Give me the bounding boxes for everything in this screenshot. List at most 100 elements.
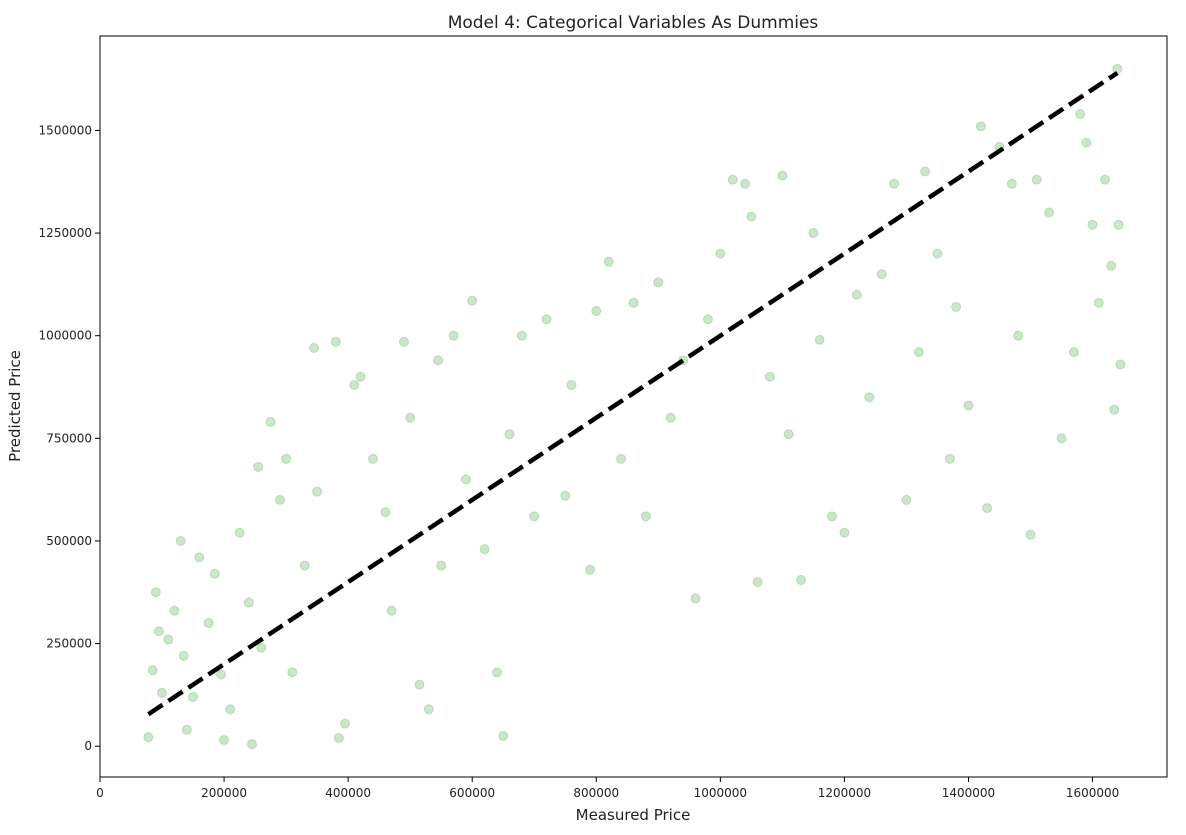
scatter-point [433,355,444,366]
scatter-point [287,667,298,678]
scatter-point [225,704,236,715]
scatter-point [194,552,205,563]
y-tick-label: 0 [84,739,92,753]
scatter-point [1075,109,1086,119]
scatter-point [175,535,186,546]
scatter-point [808,228,819,239]
scatter-point [603,256,614,267]
scatter-point [727,174,738,185]
x-tick-label: 600000 [449,786,495,800]
x-axis-label: Measured Price [576,806,691,824]
scatter-points-layer [143,63,1126,750]
scatter-point [1006,178,1017,189]
scatter-point [851,289,862,300]
scatter-point [1087,219,1098,230]
x-tick-label: 800000 [573,786,619,800]
scatter-point [386,605,397,616]
scatter-point [628,297,639,308]
scatter-point [814,334,825,345]
scatter-point [253,462,264,473]
scatter-point [541,314,552,325]
scatter-point [529,511,540,522]
scatter-point [876,269,887,280]
scatter-point [380,507,391,518]
scatter-point [147,665,158,676]
scatter-point [234,527,245,538]
scatter-point [309,343,320,353]
y-tick-label: 750000 [46,431,92,445]
scatter-point [1031,174,1042,185]
y-axis-label: Predicted Price [6,350,24,462]
scatter-point [1013,330,1024,341]
scatter-point [274,494,285,505]
scatter-point [414,679,425,690]
plot-area-frame [99,35,1168,778]
x-tick-label: 0 [96,786,104,800]
scatter-point [150,587,161,598]
scatter-point [349,379,360,390]
scatter-point [516,330,527,341]
scatter-point [920,166,931,177]
scatter-point [795,574,806,585]
dashed-fit-line [147,71,1119,717]
scatter-point [913,347,924,358]
scatter-point [1113,219,1124,230]
x-tick-label: 1400000 [942,786,995,800]
scatter-point [246,739,257,750]
scatter-point [169,605,180,616]
scatter-point [963,400,974,411]
scatter-point [181,724,192,735]
scatter-point [492,667,503,678]
y-tick-label: 1000000 [39,329,92,343]
scatter-point [889,178,900,189]
scatter-point [504,429,515,440]
scatter-point [256,642,267,653]
scatter-point [355,371,366,382]
scatter-point [157,687,168,698]
scatter-point [448,330,459,341]
x-tick-label: 1000000 [694,786,747,800]
scatter-point [398,336,409,347]
scatter-point [566,379,577,390]
scatter-point [640,511,651,522]
scatter-point [1093,297,1104,308]
scatter-point [163,634,174,645]
scatter-point [178,650,189,661]
scatter-point [1081,137,1092,148]
y-tick-label: 1500000 [39,123,92,137]
scatter-point [215,669,226,680]
scatter-point [405,412,416,423]
scatter-point [752,577,763,587]
scatter-point [901,494,912,505]
scatter-point [864,392,875,403]
fit-line-layer [147,71,1119,717]
x-tick-label: 1200000 [818,786,871,800]
scatter-point [243,597,254,608]
scatter-point [330,336,341,347]
scatter-point [839,527,850,538]
scatter-point [333,733,344,743]
y-tick-label: 250000 [46,637,92,651]
scatter-point [951,301,962,312]
x-axis: 0 200000 400000 600000 800000 1000000 1200000 1… [96,777,1119,800]
scatter-point [1099,174,1110,185]
x-tick-label: 400000 [325,786,371,800]
scatter-point [740,178,751,189]
scatter-point [982,503,993,514]
scatter-point [616,453,627,464]
scatter-point [932,248,943,259]
y-tick-label: 500000 [46,534,92,548]
scatter-point [203,618,214,629]
scatter-point [423,704,434,715]
scatter-point [479,544,490,555]
scatter-point [777,170,788,181]
scatter-point [690,593,701,604]
scatter-point [1106,260,1117,271]
scatter-point [219,735,230,746]
scatter-point [715,248,726,259]
scatter-point [467,295,478,306]
scatter-point [281,453,292,464]
scatter-point [1109,404,1120,415]
scatter-point [367,453,378,464]
